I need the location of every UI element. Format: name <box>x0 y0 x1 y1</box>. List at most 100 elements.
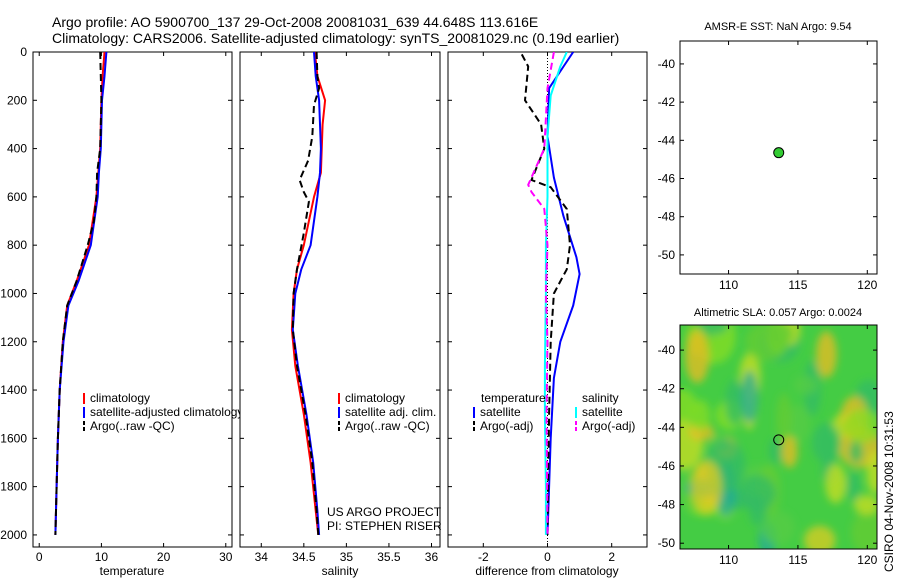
series-line-satellite <box>543 52 568 535</box>
salinity-xlabel: salinity <box>322 564 359 578</box>
sla-map-title: Altimetric SLA: 0.057 Argo: 0.0024 <box>694 307 862 319</box>
y-tick-label: 1200 <box>0 335 27 349</box>
y-tick-label: 0 <box>20 45 27 59</box>
credit-line-2: PI: STEPHEN RISER <box>327 519 442 533</box>
y-tick-label: 400 <box>7 142 27 156</box>
sla-blob <box>842 409 877 443</box>
map-x-tick-label: 120 <box>857 278 877 292</box>
sla-blob <box>847 471 861 503</box>
map-y-tick-label: -42 <box>658 95 676 109</box>
y-tick-label: 800 <box>7 238 27 252</box>
legend-header-temperature: temperature <box>481 391 546 405</box>
salinity-plot-frame <box>239 51 441 548</box>
legend-label: satellite <box>480 405 521 419</box>
x-tick-label: 20 <box>157 550 171 564</box>
legend-label: Argo(..raw -QC) <box>90 419 175 433</box>
sla-blob <box>738 475 776 512</box>
series-line-argo-raw-qc <box>291 52 321 535</box>
y-tick-label: 1000 <box>0 286 27 300</box>
map-x-tick-label: 110 <box>719 553 738 567</box>
sst-map-panel: AMSR-E SST: NaN Argo: 9.54 110 115 120 -40 -… <box>658 21 878 292</box>
sla-blob <box>749 496 767 526</box>
x-tick-label: 0 <box>544 550 551 564</box>
salinity-panel: 34 34.5 35 35.5 36 salinity climatologysatel… <box>239 51 442 578</box>
sla-blob <box>851 509 877 549</box>
sla-blob <box>804 525 836 549</box>
sla-blob <box>781 436 798 468</box>
y-tick-label: 1600 <box>0 431 27 445</box>
sla-blob <box>685 330 710 384</box>
sla-blob <box>825 463 847 504</box>
difference-panel: -2 0 2 difference from climatology tempera… <box>447 51 648 578</box>
timestamp-side-text: CSIRO 04-Nov-2008 10:31:53 <box>882 411 896 572</box>
series-line-argo-raw-qc <box>54 52 103 535</box>
temperature-plot-frame <box>32 51 233 548</box>
x-tick-label: 34 <box>255 550 269 564</box>
series-line-satellite <box>546 52 581 535</box>
legend-label: Argo(..raw -QC) <box>345 419 430 433</box>
sla-blob <box>776 393 792 446</box>
map-y-tick-label: -40 <box>658 57 676 71</box>
sla-map-frame <box>679 324 878 550</box>
legend-label: Argo(-adj) <box>582 419 635 433</box>
sla-blob <box>816 331 837 378</box>
map-y-tick-label: -42 <box>658 382 676 396</box>
sla-blob <box>769 325 794 345</box>
difference-legend: temperature salinitysatelliteArgo(-adj)sa… <box>473 391 635 433</box>
sla-blob <box>812 422 841 464</box>
series-line-argo-adj <box>520 53 571 535</box>
sst-map-title: AMSR-E SST: NaN Argo: 9.54 <box>704 21 851 33</box>
argo-location-marker <box>773 147 785 159</box>
x-tick-label: 30 <box>219 550 233 564</box>
difference-xlabel: difference from climatology <box>475 564 618 578</box>
legend-label: climatology <box>345 391 405 405</box>
map-y-tick-label: -46 <box>658 459 676 473</box>
sla-map-panel: Altimetric SLA: 0.057 Argo: 0.0024 110 11… <box>658 307 878 567</box>
legend-label: Argo(-adj) <box>480 419 533 433</box>
x-tick-label: 35.5 <box>377 550 401 564</box>
x-tick-label: 0 <box>36 550 43 564</box>
y-tick-label: 600 <box>7 190 27 204</box>
x-tick-label: 10 <box>95 550 109 564</box>
legend-label: satellite adj. clim. <box>345 405 436 419</box>
sla-blob <box>725 379 745 425</box>
temperature-panel: 0 10 20 30 0 200 400 600 800 1000 1200 1400 1600 1800… <box>0 45 243 578</box>
y-tick-label: 1400 <box>0 383 27 397</box>
x-tick-label: -2 <box>478 550 489 564</box>
y-tick-label: 200 <box>7 93 27 107</box>
x-tick-label: 34.5 <box>292 550 316 564</box>
legend-label: satellite <box>582 405 623 419</box>
sla-blob <box>696 325 729 335</box>
header-line-2: Climatology: CARS2006. Satellite-adjuste… <box>52 30 619 46</box>
map-y-tick-label: -48 <box>658 498 676 512</box>
map-x-tick-label: 115 <box>788 278 807 292</box>
sla-blob <box>741 370 758 424</box>
sla-blob <box>794 375 818 395</box>
map-y-tick-label: -50 <box>658 248 676 262</box>
map-y-tick-label: -44 <box>658 133 676 147</box>
sla-blob <box>786 404 811 443</box>
map-x-tick-label: 115 <box>788 553 807 567</box>
x-tick-label: 36 <box>425 550 439 564</box>
legend-label: climatology <box>90 391 150 405</box>
sla-blob <box>761 510 796 546</box>
legend-label: satellite-adjusted climatology <box>90 405 243 419</box>
y-tick-label: 1800 <box>0 480 27 494</box>
header-line-1: Argo profile: AO 5900700_137 29-Oct-2008… <box>52 14 538 30</box>
map-y-tick-label: -48 <box>658 210 676 224</box>
sla-blob <box>691 399 711 432</box>
y-tick-label: 2000 <box>0 528 27 542</box>
map-y-tick-label: -50 <box>658 536 676 550</box>
map-y-tick-label: -44 <box>658 420 676 434</box>
sla-blob <box>848 441 864 464</box>
sla-blob <box>853 495 877 515</box>
sla-blob <box>866 451 877 495</box>
map-x-tick-label: 110 <box>719 278 738 292</box>
series-line-argo-adj <box>527 52 555 535</box>
argo-location-marker <box>773 434 785 446</box>
x-tick-label: 35 <box>340 550 354 564</box>
temperature-xlabel: temperature <box>100 564 165 578</box>
